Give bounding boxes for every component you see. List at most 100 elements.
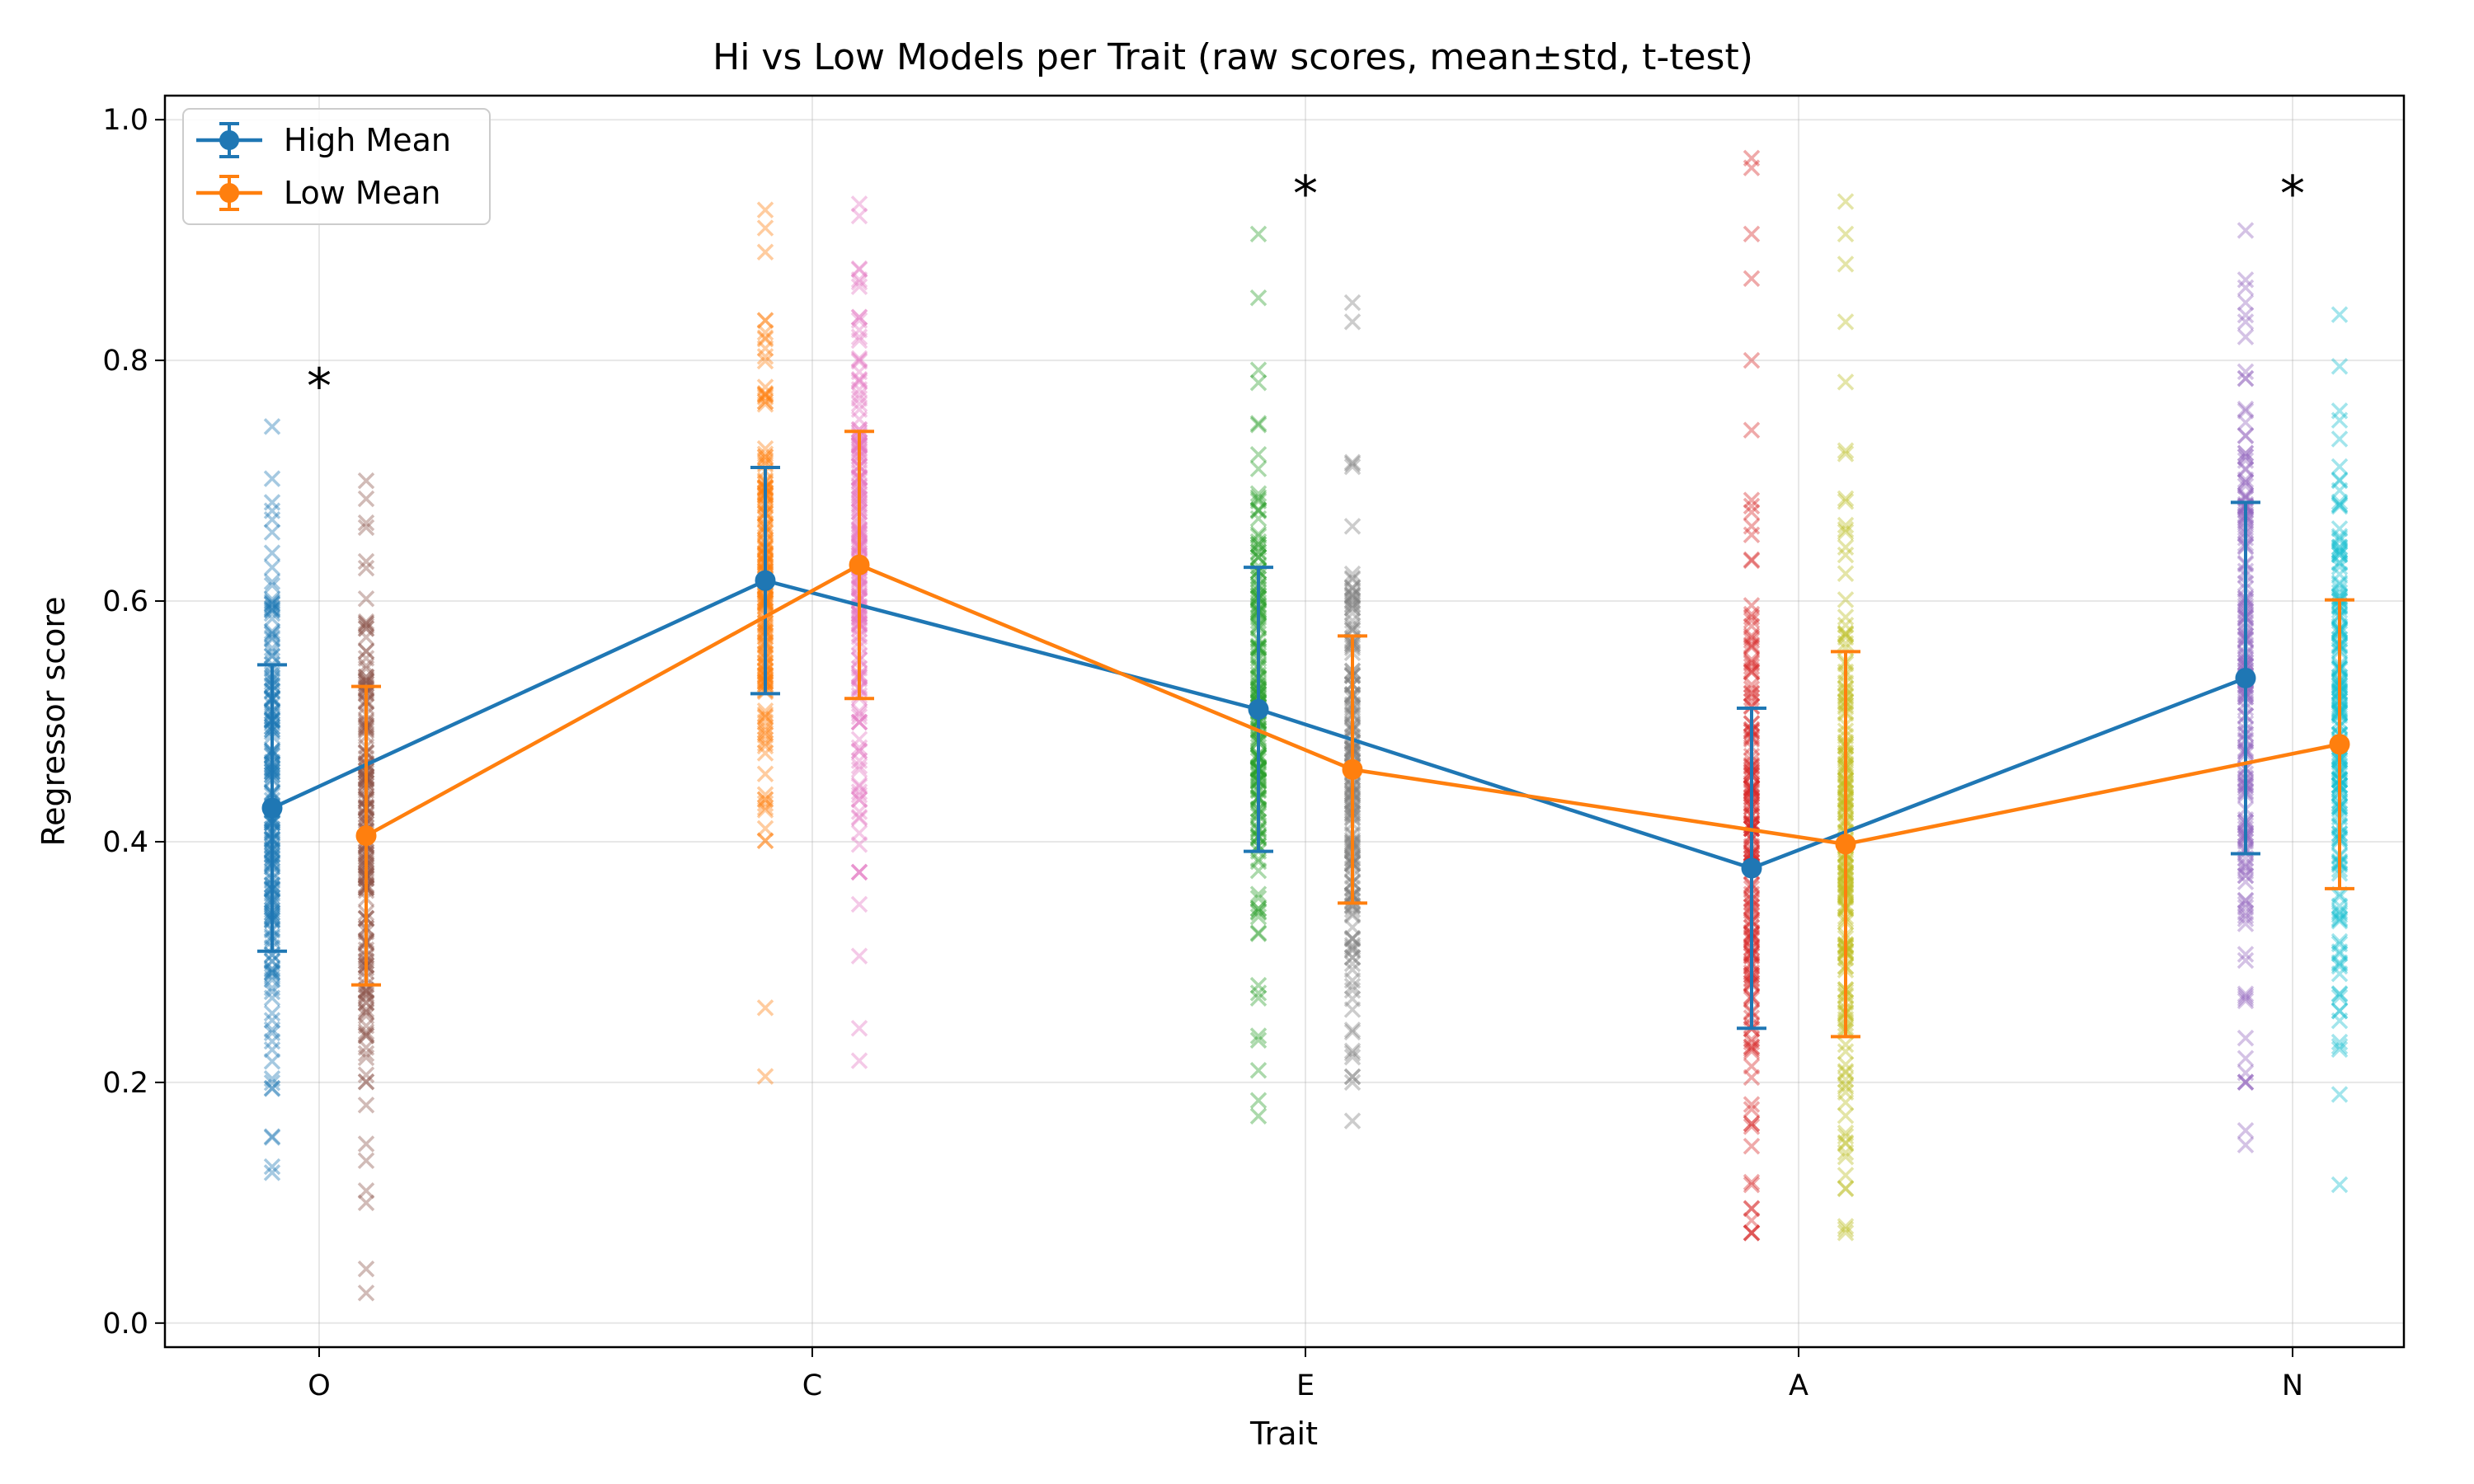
mean-lines bbox=[257, 430, 2354, 1039]
y-tick-label: 0.2 bbox=[102, 1067, 148, 1100]
raw-score-point bbox=[2331, 554, 2349, 572]
raw-score-point bbox=[357, 559, 375, 577]
raw-score-point bbox=[2331, 911, 2349, 928]
raw-score-point bbox=[1837, 635, 1855, 652]
raw-score-point bbox=[1743, 270, 1761, 288]
raw-score-point bbox=[2236, 369, 2255, 387]
raw-score-point bbox=[2331, 520, 2349, 538]
raw-score-point bbox=[1343, 977, 1362, 995]
raw-score-point bbox=[1249, 492, 1268, 510]
raw-score-point bbox=[1743, 639, 1761, 656]
raw-score-point bbox=[1837, 1083, 1855, 1101]
raw-score-point bbox=[1249, 535, 1268, 553]
raw-score-point bbox=[2236, 1029, 2255, 1047]
raw-score-point bbox=[1837, 193, 1855, 210]
raw-score-point bbox=[1343, 612, 1362, 629]
raw-score-point bbox=[357, 1003, 375, 1021]
raw-score-point bbox=[1249, 485, 1268, 502]
raw-score-point bbox=[1837, 313, 1855, 331]
raw-score-point bbox=[2236, 444, 2255, 462]
raw-score-point bbox=[2236, 328, 2255, 345]
raw-score-point bbox=[1343, 930, 1362, 948]
raw-score-point bbox=[756, 219, 774, 237]
raw-score-point bbox=[1743, 1096, 1761, 1113]
raw-score-point bbox=[756, 352, 774, 370]
raw-score-point bbox=[357, 1007, 375, 1025]
raw-score-point bbox=[1743, 629, 1761, 646]
raw-score-point bbox=[1249, 361, 1268, 379]
raw-score-point bbox=[1343, 896, 1362, 914]
raw-score-point bbox=[1249, 501, 1268, 519]
raw-score-point bbox=[1343, 942, 1362, 960]
raw-score-point bbox=[850, 308, 868, 326]
raw-score-point bbox=[1343, 896, 1362, 914]
raw-score-point bbox=[357, 1182, 375, 1200]
raw-score-point bbox=[1249, 904, 1268, 922]
raw-score-point bbox=[1343, 1068, 1362, 1086]
x-tick-label: C bbox=[802, 1369, 822, 1402]
raw-score-point bbox=[1343, 901, 1362, 918]
raw-score-point bbox=[357, 1023, 375, 1040]
raw-score-point bbox=[2331, 957, 2349, 975]
raw-score-point bbox=[756, 201, 774, 218]
raw-score-point bbox=[357, 1152, 375, 1170]
raw-score-point bbox=[1837, 1144, 1855, 1162]
raw-score-point bbox=[756, 448, 774, 466]
raw-score-point bbox=[263, 601, 281, 618]
raw-score-point bbox=[850, 390, 868, 407]
raw-score-point bbox=[2236, 866, 2255, 885]
raw-score-point bbox=[2331, 965, 2349, 983]
raw-score-point bbox=[756, 724, 774, 742]
raw-score-point bbox=[357, 620, 375, 637]
raw-score-point bbox=[357, 675, 375, 693]
raw-score-point bbox=[1343, 604, 1362, 622]
raw-score-point bbox=[1837, 608, 1855, 626]
raw-score-point bbox=[850, 395, 868, 413]
raw-score-point bbox=[2331, 566, 2349, 583]
raw-score-point bbox=[1249, 525, 1268, 543]
raw-score-point bbox=[850, 895, 868, 913]
raw-score-point bbox=[1343, 587, 1362, 604]
raw-score-point bbox=[850, 312, 868, 329]
raw-score-point bbox=[850, 776, 868, 794]
raw-score-point bbox=[1837, 1124, 1855, 1142]
raw-score-point bbox=[2236, 427, 2255, 445]
raw-score-point bbox=[850, 730, 868, 748]
raw-score-point bbox=[1343, 982, 1362, 999]
raw-score-point bbox=[850, 708, 868, 726]
raw-score-point bbox=[850, 381, 868, 398]
mean-point bbox=[355, 825, 377, 847]
raw-score-point bbox=[850, 353, 868, 370]
raw-score-point bbox=[1837, 624, 1855, 642]
raw-score-point bbox=[850, 863, 868, 881]
raw-score-point bbox=[1743, 1031, 1761, 1048]
raw-score-point bbox=[1837, 1134, 1855, 1152]
raw-score-point bbox=[1343, 294, 1362, 312]
raw-score-point bbox=[1743, 653, 1761, 671]
raw-score-point bbox=[357, 1001, 375, 1018]
raw-score-point bbox=[357, 989, 375, 1007]
raw-score-point bbox=[1343, 586, 1362, 604]
raw-score-point bbox=[357, 994, 375, 1012]
raw-score-point bbox=[2236, 1122, 2255, 1139]
raw-score-point bbox=[1343, 595, 1362, 613]
raw-score-point bbox=[1343, 1045, 1362, 1062]
raw-score-point bbox=[357, 1003, 375, 1021]
raw-score-point bbox=[1343, 929, 1362, 947]
raw-score-point bbox=[756, 765, 774, 783]
raw-score-point bbox=[2236, 444, 2255, 463]
raw-score-point bbox=[756, 348, 774, 365]
raw-score-point bbox=[756, 323, 774, 341]
raw-score-point bbox=[1837, 1076, 1855, 1094]
raw-score-point bbox=[1249, 862, 1268, 880]
raw-score-point bbox=[1743, 551, 1761, 569]
raw-score-point bbox=[1837, 626, 1855, 644]
raw-score-point bbox=[1743, 636, 1761, 654]
raw-score-point bbox=[756, 737, 774, 755]
raw-score-point bbox=[357, 987, 375, 1004]
raw-score-point bbox=[1743, 1212, 1761, 1229]
raw-score-point bbox=[850, 1052, 868, 1069]
raw-score-point bbox=[2331, 580, 2349, 598]
raw-score-point bbox=[1343, 593, 1362, 611]
raw-score-point bbox=[1249, 502, 1268, 520]
